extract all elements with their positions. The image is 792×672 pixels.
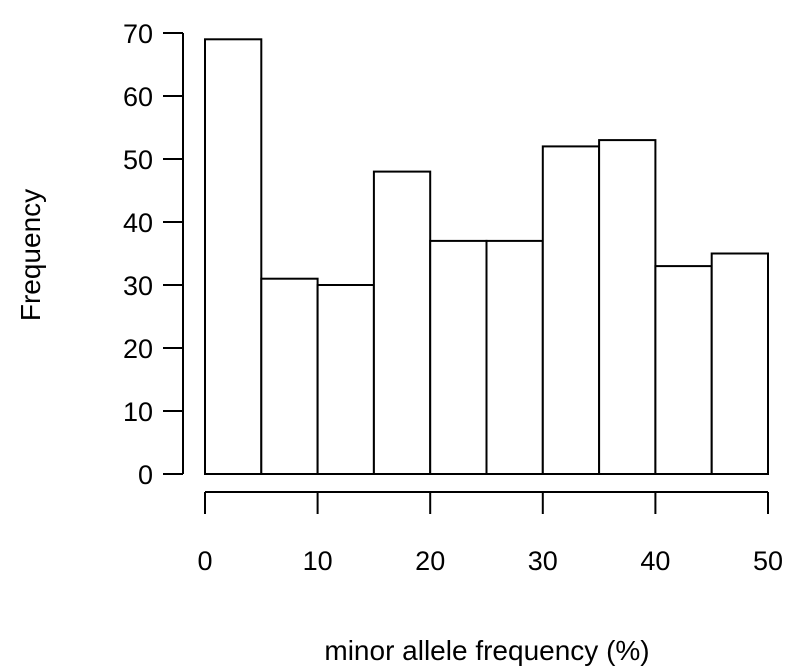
histogram-bar xyxy=(485,239,544,475)
histogram-bar xyxy=(429,239,488,475)
histogram-bar xyxy=(541,145,601,475)
y-tick-label: 50 xyxy=(123,145,153,175)
y-tick-label: 40 xyxy=(123,208,153,238)
histogram-bar xyxy=(316,284,375,475)
y-tick-label: 20 xyxy=(123,334,153,364)
histogram-bar xyxy=(598,139,657,475)
y-axis-title: Frequency xyxy=(15,189,46,321)
x-tick-label: 50 xyxy=(753,546,783,576)
histogram-bar xyxy=(372,170,432,475)
histogram-bar xyxy=(710,252,770,475)
y-axis: 0 10 20 30 40 50 60 70 xyxy=(123,19,184,490)
y-tick-label: 60 xyxy=(123,82,153,112)
y-tick-label: 0 xyxy=(138,460,153,490)
y-tick-label: 30 xyxy=(123,271,153,301)
y-tick-label: 10 xyxy=(123,397,153,427)
x-tick-label: 0 xyxy=(197,546,212,576)
x-tick-label: 20 xyxy=(415,546,445,576)
x-axis: 0 10 20 30 40 50 xyxy=(197,491,783,576)
histogram-bar xyxy=(260,277,319,476)
histogram-bar xyxy=(654,265,713,475)
x-tick-label: 40 xyxy=(640,546,670,576)
y-tick-label: 70 xyxy=(123,19,153,49)
histogram-bar xyxy=(204,38,263,476)
histogram-bars xyxy=(204,38,770,476)
x-axis-title: minor allele frequency (%) xyxy=(324,635,649,666)
x-tick-label: 30 xyxy=(528,546,558,576)
x-tick-label: 10 xyxy=(303,546,333,576)
